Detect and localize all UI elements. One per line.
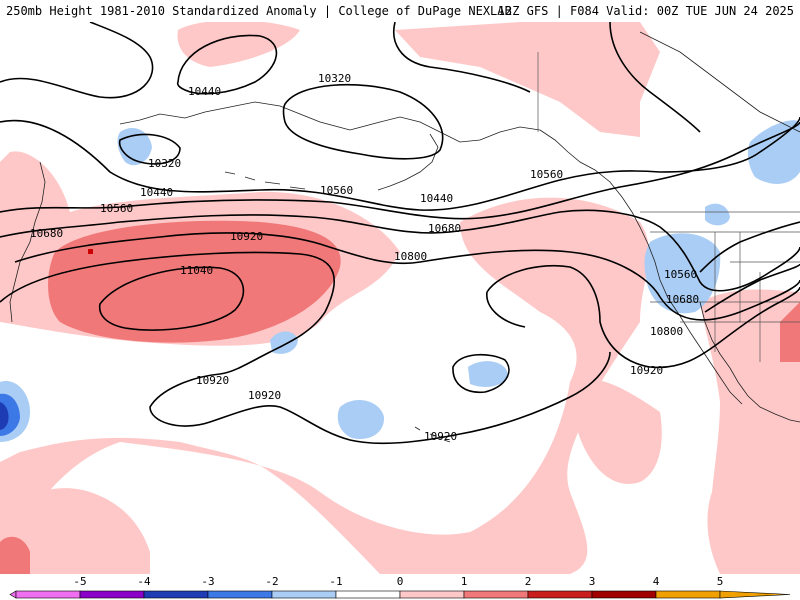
map-title: 250mb Height 1981-2010 Standardized Anom… <box>6 4 512 18</box>
contour-line <box>14 232 800 321</box>
marker-point <box>88 249 93 254</box>
colorbar-segment <box>719 590 791 599</box>
model-valid-time: 12Z GFS | F084 Valid: 00Z TUE JUN 24 202… <box>497 4 794 18</box>
coastline <box>377 133 439 191</box>
colorbar-segment <box>399 590 465 599</box>
colorbar-tick-label: -4 <box>137 575 151 588</box>
contour-label: 10920 <box>230 230 263 243</box>
contour-label: 10560 <box>320 184 353 197</box>
contour-line <box>0 121 800 220</box>
contour-label: 10680 <box>428 222 461 235</box>
coastline <box>639 31 800 133</box>
contour-label: 10560 <box>530 168 563 181</box>
coastline <box>119 101 541 143</box>
coastline <box>414 426 451 443</box>
contour-label: 10440 <box>420 192 453 205</box>
contour-labels: 10440 10320 10320 10440 10560 10560 1044… <box>30 72 699 443</box>
height-contours <box>0 22 800 445</box>
colorbar-tick-label: -3 <box>201 575 214 588</box>
colorbar-segment <box>527 590 593 599</box>
colorbar-tick-label: -5 <box>73 575 86 588</box>
colorbar-segment <box>207 590 273 599</box>
colorbar-tick-label: 4 <box>653 575 660 588</box>
colorbar-tick-label: 1 <box>461 575 468 588</box>
colorbar-segment <box>79 590 145 599</box>
contour-label: 11040 <box>180 264 213 277</box>
contour-label: 10920 <box>630 364 663 377</box>
anomaly-area <box>644 233 721 314</box>
anomaly-area <box>780 302 800 362</box>
anomaly-area <box>177 22 300 67</box>
contour-label: 10560 <box>100 202 133 215</box>
contour-label: 10680 <box>30 227 63 240</box>
colorbar-tick-label: 3 <box>589 575 596 588</box>
colorbar-segment <box>143 590 209 599</box>
contour-line <box>486 291 526 328</box>
contour-label: 10800 <box>394 250 427 263</box>
contour-label: 10920 <box>248 389 281 402</box>
coastlines <box>9 31 800 443</box>
coastline <box>539 129 743 405</box>
contour-line <box>0 116 800 211</box>
coastline <box>224 171 306 190</box>
colorbar-segment <box>271 590 337 599</box>
contour-line <box>282 83 444 160</box>
contour-label: 10320 <box>148 157 181 170</box>
anomaly-area <box>747 120 800 184</box>
anomaly-area <box>705 203 730 226</box>
anomaly-area <box>0 197 649 574</box>
contour-line <box>0 251 611 445</box>
colorbar-segment <box>463 590 529 599</box>
anomaly-area <box>575 379 662 484</box>
contour-line <box>0 22 154 99</box>
contour-label: 10920 <box>196 374 229 387</box>
contour-line <box>393 22 531 93</box>
contour-label: 10920 <box>424 430 457 443</box>
anomaly-area <box>0 402 9 430</box>
anomaly-area <box>0 536 30 574</box>
colorbar-segment <box>655 590 721 599</box>
anomaly-area <box>48 220 341 343</box>
anomaly-area <box>0 488 150 574</box>
colorbar-tick-label: 0 <box>397 575 404 588</box>
contour-line <box>704 263 800 313</box>
colorbar-tick-label: -1 <box>329 575 342 588</box>
contour-label: 10320 <box>318 72 351 85</box>
colorbar-segment <box>9 590 17 599</box>
strong-negative-anomaly-shading <box>0 393 20 436</box>
anomaly-area <box>395 22 660 137</box>
contour-line <box>486 264 800 369</box>
contour-label: 10440 <box>188 85 221 98</box>
colorbar-segment <box>591 590 657 599</box>
colorbar-ticks: -5 -4 -3 -2 -1 0 1 2 3 4 5 <box>73 575 723 588</box>
contour-label: 10800 <box>650 325 683 338</box>
contour-line <box>699 221 800 273</box>
coastline <box>9 161 46 323</box>
contour-label: 10560 <box>664 268 697 281</box>
colorbar-segments <box>9 590 791 599</box>
colorbar-tick-label: -2 <box>265 575 278 588</box>
contour-label: 10440 <box>140 186 173 199</box>
colorbar-tick-label: 2 <box>525 575 532 588</box>
colorbar: -5 -4 -3 -2 -1 0 1 2 3 4 5 <box>0 574 800 600</box>
coastline <box>699 301 800 423</box>
anomaly-area <box>468 361 508 387</box>
colorbar-segment <box>15 590 81 599</box>
anomaly-area <box>337 399 385 440</box>
colorbar-segment <box>335 590 401 599</box>
contour-line <box>452 353 510 393</box>
contour-line <box>98 266 245 331</box>
strong-positive-anomaly-shading <box>0 220 800 574</box>
anomaly-map: 10440 10320 10320 10440 10560 10560 1044… <box>0 22 800 574</box>
contour-line <box>609 22 701 133</box>
contour-label: 10680 <box>666 293 699 306</box>
contour-line <box>0 209 800 292</box>
political-boundaries <box>537 52 800 362</box>
contour-line <box>176 34 278 95</box>
contour-line <box>118 133 181 165</box>
colorbar-tick-label: 5 <box>717 575 724 588</box>
map-header: 250mb Height 1981-2010 Standardized Anom… <box>0 0 800 22</box>
